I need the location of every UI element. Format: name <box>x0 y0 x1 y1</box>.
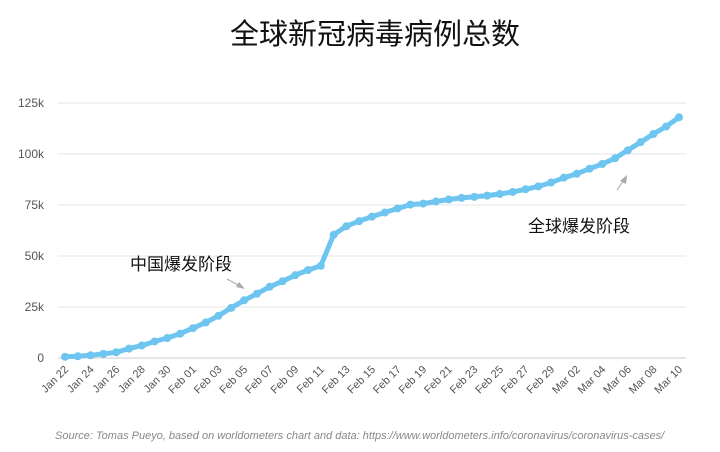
series-line <box>62 114 682 360</box>
data-point <box>124 344 133 353</box>
data-point <box>355 217 364 226</box>
y-axis-ticks: 0 25k 50k 75k 100k 125k <box>18 96 45 365</box>
data-point <box>495 189 504 198</box>
data-point <box>150 337 159 346</box>
data-point <box>470 192 479 201</box>
data-point <box>163 334 172 343</box>
x-tick-label: Jan 22 <box>39 364 71 396</box>
data-point <box>316 261 325 270</box>
x-tick-label: Jan 24 <box>65 364 97 396</box>
data-point <box>585 164 594 173</box>
y-tick-label: 25k <box>25 300 45 314</box>
data-point <box>99 349 108 358</box>
y-tick-label: 100k <box>18 147 45 161</box>
x-tick-label: Jan 26 <box>90 364 122 396</box>
data-point <box>623 146 632 155</box>
data-point <box>419 199 428 208</box>
data-point <box>73 352 82 361</box>
annotation-arrowhead-global <box>620 175 627 184</box>
y-tick-label: 50k <box>25 249 45 263</box>
x-tick-label: Feb 09 <box>269 364 302 397</box>
grid-lines <box>58 102 686 359</box>
data-point <box>329 230 338 239</box>
x-tick-label: Jan 28 <box>116 364 148 396</box>
data-point <box>240 296 249 305</box>
data-point <box>265 282 274 291</box>
data-point <box>508 187 517 196</box>
source-note: Source: Tomas Pueyo, based on worldomete… <box>55 430 665 442</box>
data-point <box>598 159 607 168</box>
data-point <box>380 208 389 217</box>
data-point <box>201 318 210 327</box>
data-point <box>547 178 556 187</box>
data-point <box>572 169 581 178</box>
chart-title: 全球新冠病毒病例总数 <box>230 17 520 51</box>
data-point <box>521 185 530 194</box>
data-point <box>457 193 466 202</box>
data-point <box>483 191 492 200</box>
series-line-group <box>62 114 682 360</box>
annotation-global-outbreak: 全球爆发阶段 <box>528 217 630 237</box>
data-point <box>252 289 261 298</box>
data-point <box>291 271 300 280</box>
annotation-china-outbreak: 中国爆发阶段 <box>130 255 232 275</box>
data-point <box>61 352 69 361</box>
data-point <box>137 341 146 350</box>
data-point <box>368 212 376 221</box>
data-point <box>304 266 313 275</box>
data-point <box>188 324 197 333</box>
data-point <box>86 351 95 360</box>
data-point <box>534 182 543 191</box>
annotation-arrowhead-china <box>236 282 245 289</box>
data-point <box>406 200 415 209</box>
data-point <box>636 138 645 147</box>
data-point <box>176 329 185 338</box>
data-point <box>278 277 287 286</box>
x-tick-label: Mar 10 <box>652 364 685 397</box>
data-point <box>559 173 568 182</box>
y-tick-label: 125k <box>18 96 45 110</box>
data-point <box>444 195 453 204</box>
y-tick-label: 0 <box>37 351 44 365</box>
data-points-group <box>61 113 683 361</box>
data-point <box>675 113 683 122</box>
data-point <box>649 130 658 139</box>
annotations-group: 中国爆发阶段 全球爆发阶段 <box>130 175 630 289</box>
data-point <box>662 122 671 131</box>
data-point <box>227 303 236 312</box>
data-point <box>393 204 402 213</box>
y-tick-label: 75k <box>25 198 45 212</box>
data-point <box>214 311 223 320</box>
data-point <box>431 197 440 206</box>
data-point <box>342 222 351 231</box>
data-point <box>112 348 121 357</box>
data-point <box>611 154 620 163</box>
